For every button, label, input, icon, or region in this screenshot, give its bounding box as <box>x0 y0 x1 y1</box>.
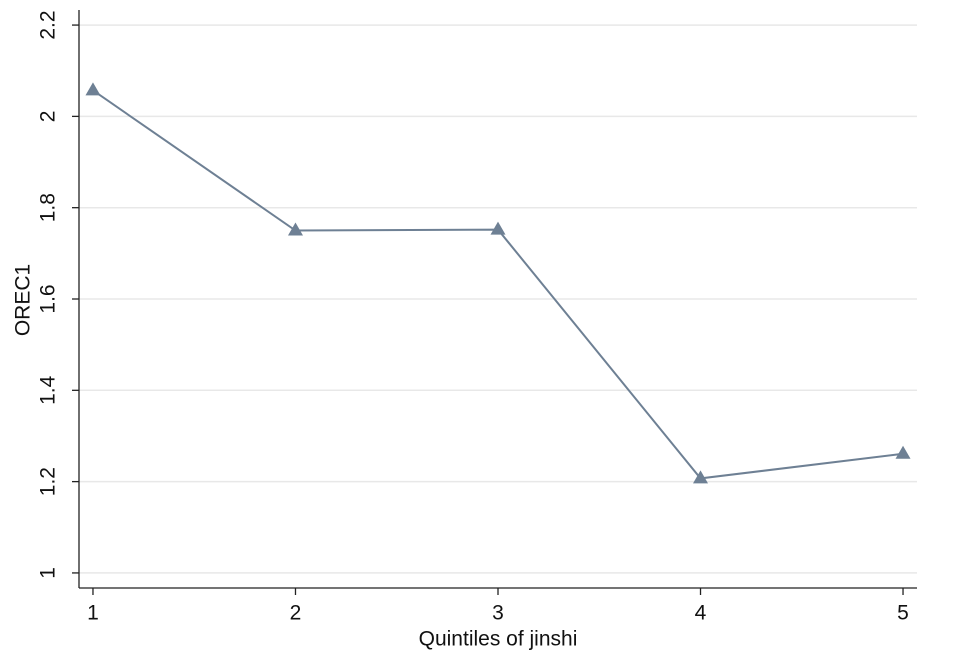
y-tick-label: 1.6 <box>37 284 60 313</box>
marker <box>490 221 506 235</box>
marker <box>287 222 303 236</box>
y-tick-label: 1 <box>37 567 60 579</box>
x-tick-label: 4 <box>695 602 707 625</box>
marker <box>85 82 101 96</box>
x-tick-label: 3 <box>492 602 504 625</box>
x-tick-label: 2 <box>290 602 302 625</box>
y-tick-label: 1.8 <box>37 193 60 222</box>
marker <box>693 470 709 484</box>
series-line <box>92 89 904 480</box>
y-tick-label: 1.2 <box>37 467 60 496</box>
x-tick-label: 5 <box>897 602 909 625</box>
y-tick-label: 2 <box>37 111 60 123</box>
y-tick-label: 2.2 <box>37 10 60 39</box>
y-tick-label: 1.4 <box>37 375 60 405</box>
y-axis-label: OREC1 <box>12 264 35 336</box>
x-tick-label: 1 <box>87 602 99 625</box>
x-axis-label: Quintiles of jinshi <box>419 628 578 651</box>
marker <box>895 445 911 459</box>
